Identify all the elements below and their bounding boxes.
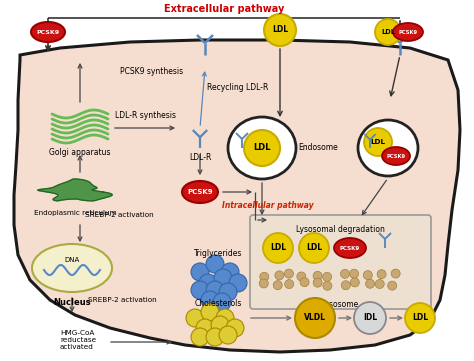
Circle shape	[206, 281, 224, 299]
Circle shape	[259, 279, 268, 288]
Circle shape	[260, 272, 269, 281]
Circle shape	[211, 316, 229, 334]
Text: LDL-R: LDL-R	[189, 153, 211, 162]
Text: PCSK9: PCSK9	[36, 30, 60, 35]
Ellipse shape	[31, 22, 65, 42]
Text: PCSK9 synthesis: PCSK9 synthesis	[120, 68, 183, 77]
Text: Golgi apparatus: Golgi apparatus	[49, 148, 111, 157]
Circle shape	[341, 281, 350, 290]
Circle shape	[199, 274, 217, 292]
Circle shape	[186, 309, 204, 327]
Circle shape	[284, 269, 293, 278]
Text: PCSK9: PCSK9	[187, 189, 213, 195]
Text: Endoplasmic reticulum: Endoplasmic reticulum	[34, 210, 116, 216]
Circle shape	[313, 278, 322, 287]
Circle shape	[226, 319, 244, 337]
Circle shape	[214, 269, 232, 287]
Circle shape	[191, 263, 209, 281]
Circle shape	[263, 233, 293, 263]
Circle shape	[350, 278, 359, 287]
FancyBboxPatch shape	[250, 215, 431, 309]
Circle shape	[201, 303, 219, 321]
Circle shape	[295, 298, 335, 338]
Text: Recycling LDL-R: Recycling LDL-R	[207, 83, 268, 92]
Text: LDL: LDL	[381, 29, 395, 35]
Text: PCSK9: PCSK9	[399, 30, 418, 35]
Text: Lysosomal degradation: Lysosomal degradation	[296, 225, 384, 234]
Ellipse shape	[32, 244, 112, 292]
Circle shape	[375, 279, 384, 288]
Circle shape	[229, 274, 247, 292]
Text: Intracellular pathway: Intracellular pathway	[222, 200, 314, 209]
Circle shape	[340, 269, 349, 278]
Polygon shape	[38, 179, 112, 201]
Circle shape	[299, 233, 329, 263]
Circle shape	[244, 130, 280, 166]
Text: Lysosome: Lysosome	[321, 300, 359, 309]
Text: Endosome: Endosome	[298, 144, 338, 152]
Circle shape	[191, 328, 209, 346]
Circle shape	[206, 255, 224, 273]
Circle shape	[364, 271, 372, 280]
Circle shape	[191, 281, 209, 299]
Text: DNA: DNA	[64, 257, 80, 263]
Circle shape	[216, 309, 234, 327]
Circle shape	[388, 281, 397, 290]
Circle shape	[375, 19, 401, 45]
Text: SREBP-2 activation: SREBP-2 activation	[85, 212, 154, 218]
Circle shape	[219, 283, 237, 301]
Text: LDL: LDL	[412, 313, 428, 322]
Text: IDL: IDL	[363, 313, 377, 322]
Circle shape	[323, 273, 332, 281]
Text: Nucleus: Nucleus	[53, 298, 91, 307]
Text: LDL: LDL	[270, 244, 286, 252]
Ellipse shape	[358, 120, 418, 176]
Ellipse shape	[228, 117, 296, 179]
Circle shape	[285, 279, 294, 288]
Circle shape	[213, 293, 231, 311]
Text: LDL: LDL	[253, 144, 271, 152]
Text: LDL: LDL	[371, 139, 385, 145]
Circle shape	[196, 319, 214, 337]
Ellipse shape	[334, 238, 366, 258]
Circle shape	[354, 302, 386, 334]
Ellipse shape	[382, 147, 410, 165]
Circle shape	[365, 279, 374, 288]
Text: Cholesterols: Cholesterols	[194, 299, 242, 308]
Text: LDL-R synthesis: LDL-R synthesis	[115, 111, 176, 120]
Circle shape	[273, 280, 282, 290]
Circle shape	[391, 269, 400, 278]
Circle shape	[206, 328, 224, 346]
Circle shape	[377, 270, 386, 279]
Circle shape	[405, 303, 435, 333]
Text: LDL: LDL	[306, 244, 322, 252]
Circle shape	[221, 263, 239, 281]
Text: Triglycerides: Triglycerides	[194, 249, 242, 258]
Circle shape	[275, 271, 284, 280]
Text: PCSK9: PCSK9	[340, 245, 360, 251]
Circle shape	[264, 14, 296, 46]
Circle shape	[313, 271, 322, 280]
Text: SREBP-2 activation: SREBP-2 activation	[88, 297, 156, 303]
Text: PCSK9: PCSK9	[386, 153, 406, 158]
Circle shape	[300, 278, 309, 287]
Text: LDL: LDL	[272, 26, 288, 35]
Circle shape	[364, 128, 392, 156]
Text: HMG-CoA
reductase
activated: HMG-CoA reductase activated	[60, 330, 96, 350]
Ellipse shape	[182, 181, 218, 203]
PathPatch shape	[14, 40, 460, 352]
Circle shape	[350, 269, 359, 278]
Text: Extracellular pathway: Extracellular pathway	[164, 4, 284, 14]
Circle shape	[323, 281, 332, 290]
Ellipse shape	[393, 23, 423, 41]
Circle shape	[201, 291, 219, 309]
Circle shape	[297, 272, 306, 281]
Text: VLDL: VLDL	[304, 313, 326, 322]
Circle shape	[219, 326, 237, 344]
